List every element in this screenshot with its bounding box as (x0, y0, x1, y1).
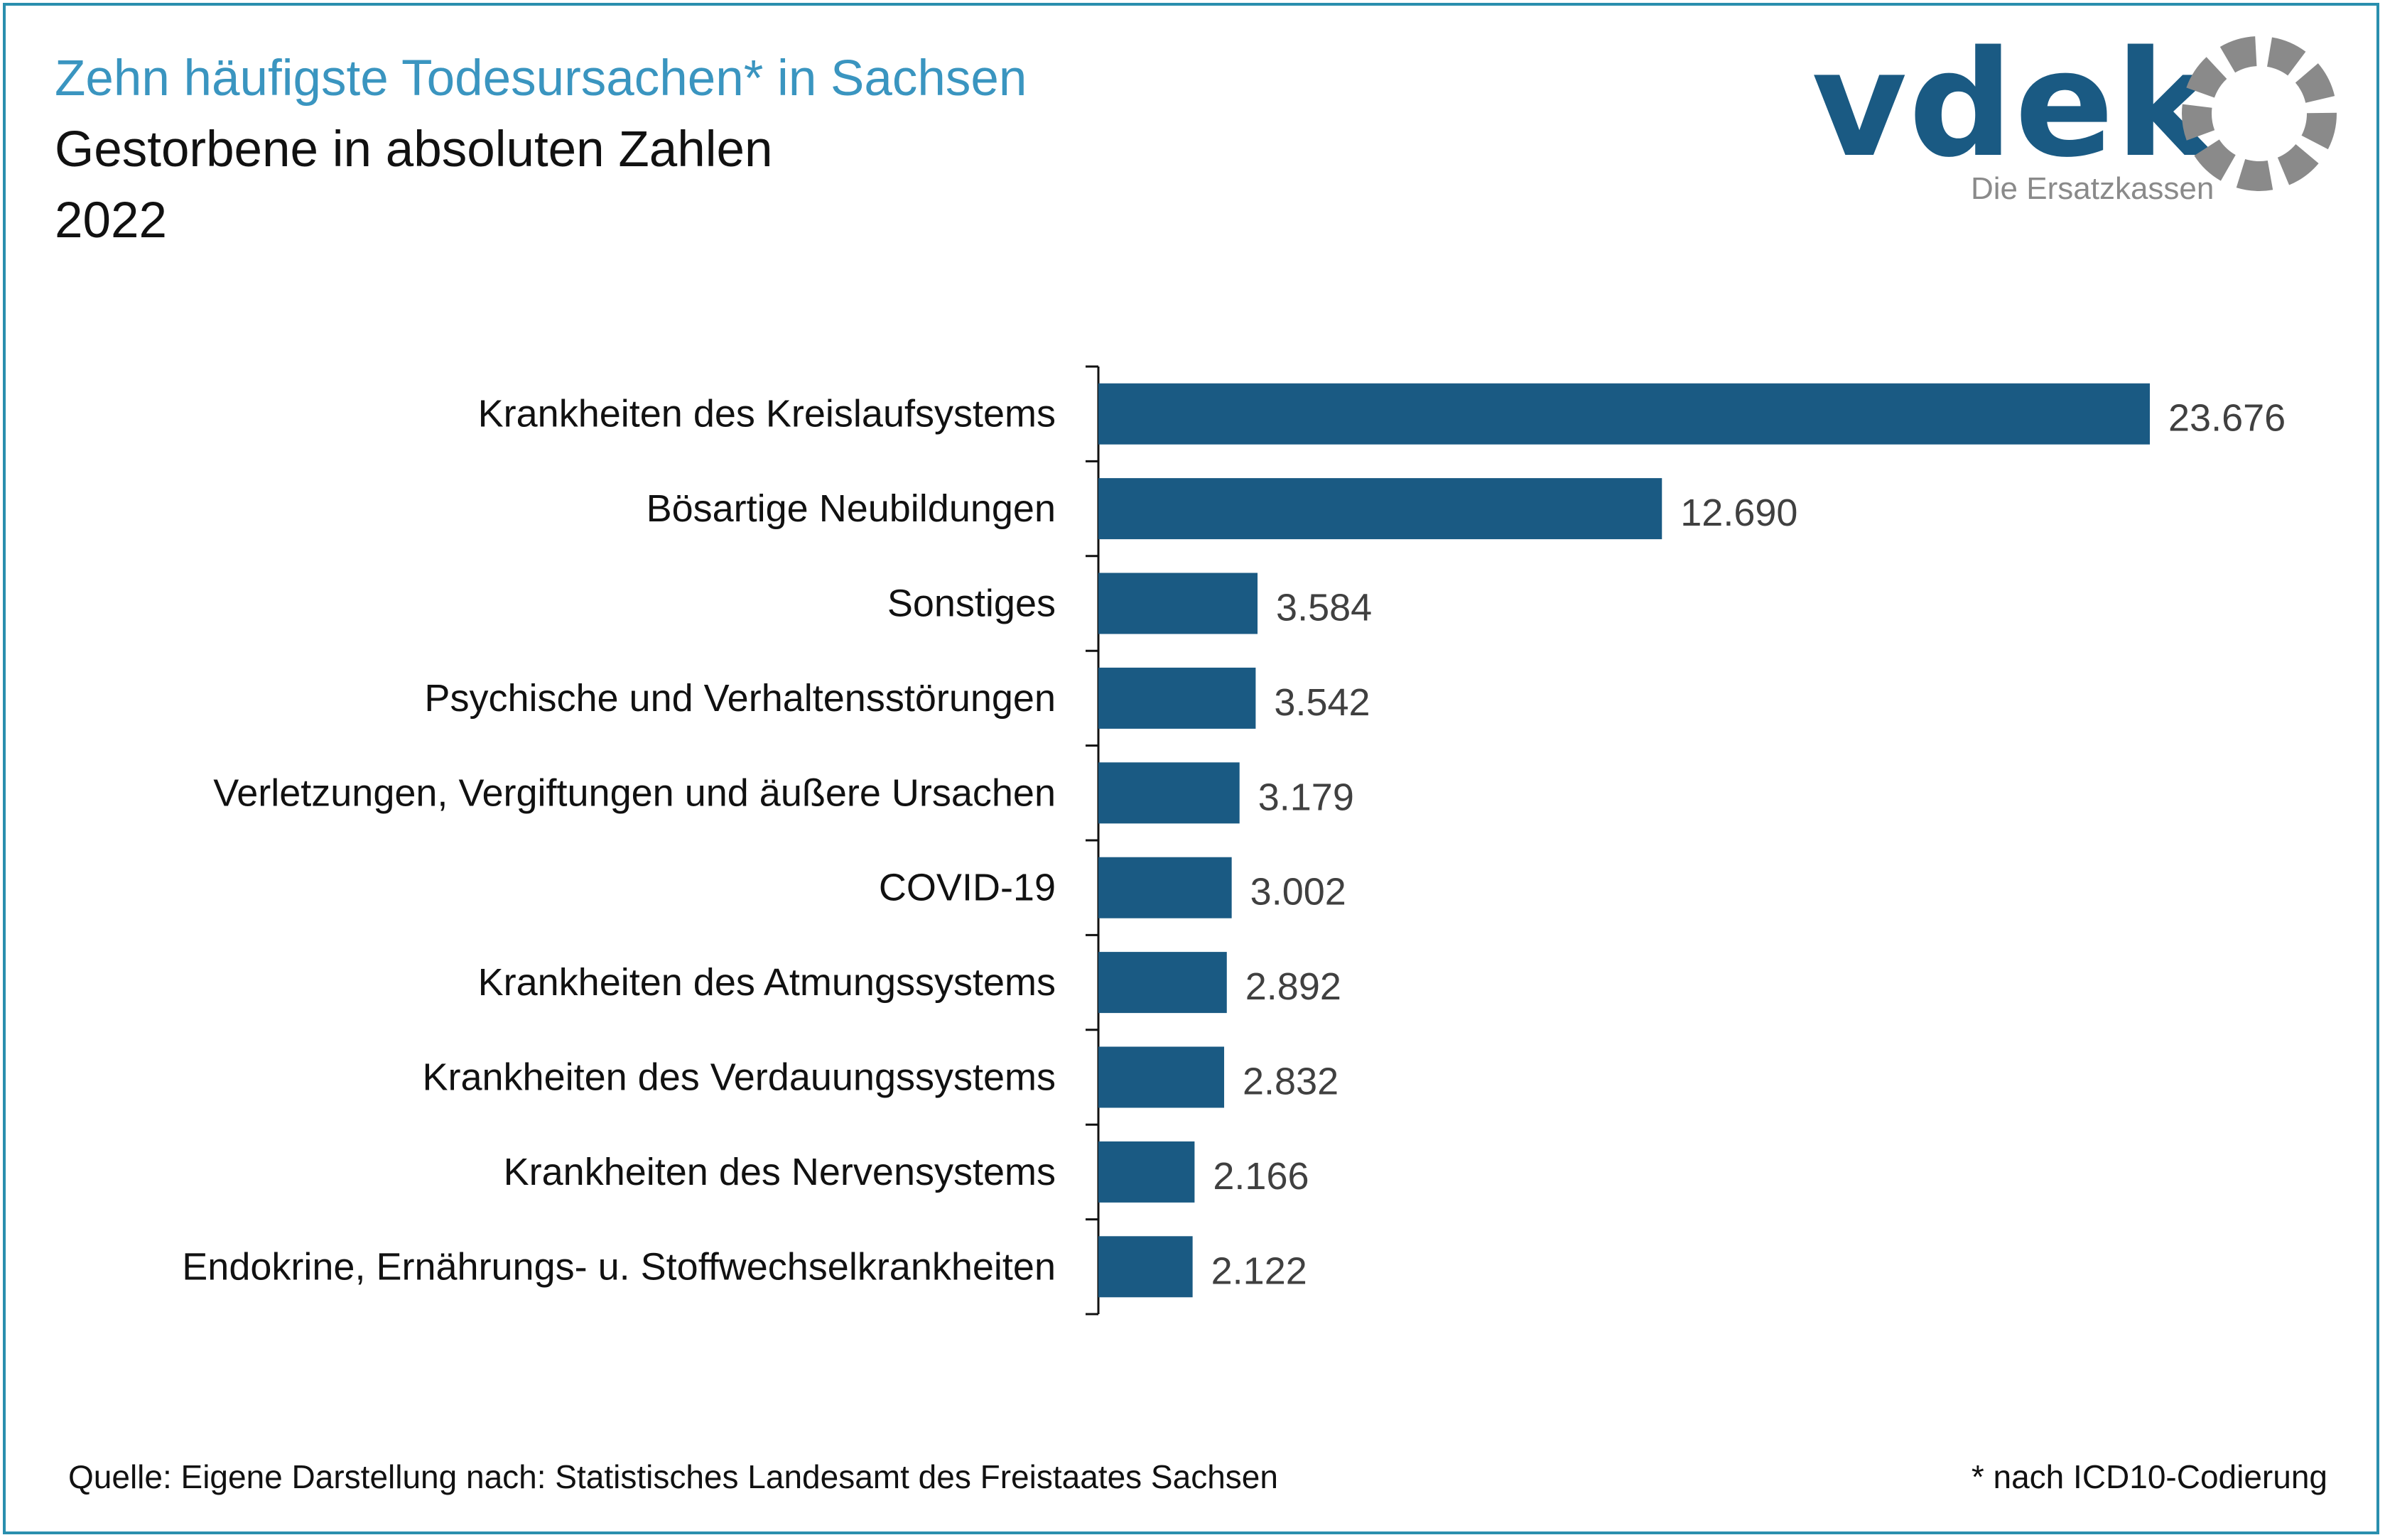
category-label: Bösartige Neubildungen (647, 487, 1056, 530)
logo-ring-icon (2182, 36, 2337, 191)
category-label: Krankheiten des Atmungssystems (478, 961, 1056, 1004)
bar (1098, 1236, 1193, 1298)
data-label: 2.166 (1213, 1155, 1309, 1198)
data-label: 23.676 (2168, 397, 2286, 440)
data-label: 2.892 (1245, 965, 1341, 1008)
data-label: 3.179 (1258, 776, 1354, 818)
category-label: Verletzungen, Vergiftungen und äußere Ur… (213, 771, 1056, 814)
bar (1098, 762, 1240, 824)
bar (1098, 857, 1232, 918)
category-label: Sonstiges (887, 582, 1056, 625)
footnote: * nach ICD10-Codierung (1971, 1458, 2327, 1495)
category-label: Psychische und Verhaltensstörungen (424, 677, 1056, 720)
logo-tagline: Die Ersatzkassen (1971, 171, 2214, 206)
category-label: Krankheiten des Verdauungssystems (422, 1056, 1056, 1099)
bar (1098, 1046, 1225, 1108)
data-label: 2.122 (1211, 1249, 1307, 1292)
data-label: 3.002 (1250, 871, 1346, 913)
bar (1098, 478, 1662, 540)
data-label: 2.832 (1243, 1061, 1338, 1103)
bar (1098, 667, 1256, 729)
logo-wordmark: vdek (1812, 28, 2215, 190)
data-label: 3.584 (1276, 587, 1372, 629)
category-label: Endokrine, Ernährungs- u. Stoffwechselkr… (182, 1245, 1056, 1288)
category-label: Krankheiten des Nervensystems (504, 1151, 1056, 1193)
bar (1098, 573, 1258, 634)
chart-subtitle: Gestorbene in absoluten Zahlen (55, 121, 773, 178)
bar (1098, 952, 1227, 1014)
chart-title: Zehn häufigste Todesursachen* in Sachsen (55, 50, 1027, 107)
category-label: COVID-19 (879, 867, 1056, 909)
bar (1098, 383, 2150, 445)
chart-year: 2022 (55, 192, 167, 249)
data-label: 3.542 (1274, 681, 1370, 724)
vdek-logo: vdek Die Ersatzkassen (1812, 28, 2337, 206)
data-label: 12.690 (1680, 492, 1797, 534)
bar (1098, 1141, 1195, 1203)
chart-frame (3, 3, 2379, 1534)
source-note: Quelle: Eigene Darstellung nach: Statist… (68, 1458, 1278, 1495)
category-label: Krankheiten des Kreislaufsystems (478, 393, 1056, 435)
